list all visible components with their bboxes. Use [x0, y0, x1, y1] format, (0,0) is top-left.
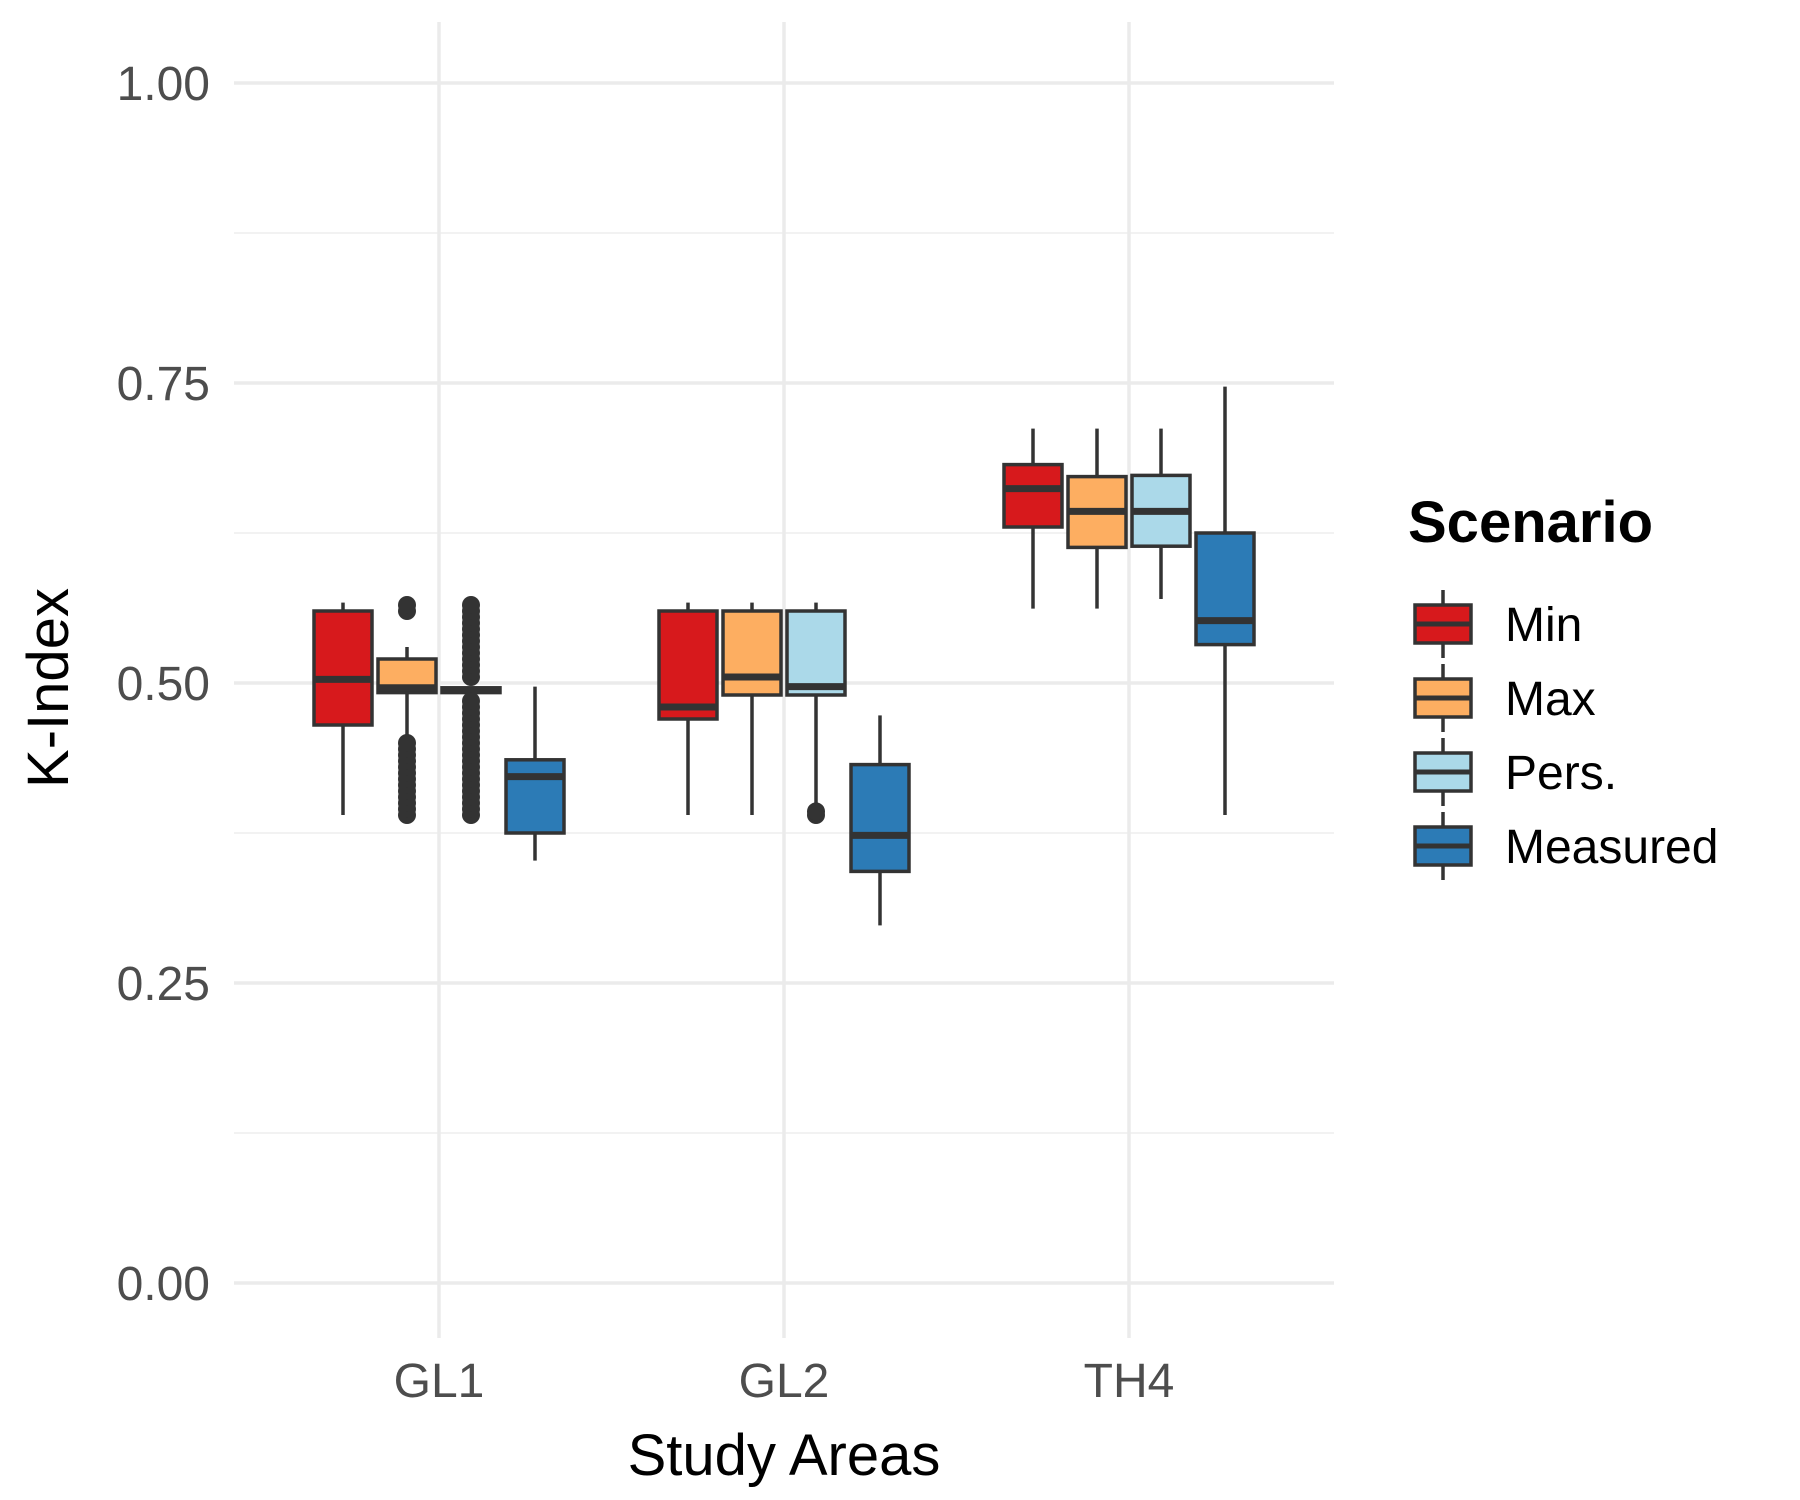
iqr-box	[657, 609, 719, 721]
iqr-box	[504, 758, 566, 835]
x-tick-label: GL1	[394, 1355, 485, 1408]
y-axis-ticks: 0.00 0.25 0.50 0.75 1.00	[117, 58, 210, 1311]
legend-title: Scenario	[1408, 490, 1653, 555]
y-axis-title: K-Index	[16, 588, 81, 788]
y-tick-label: 0.75	[117, 358, 210, 411]
outlier-point	[398, 596, 416, 614]
x-axis-title: Study Areas	[628, 1423, 941, 1488]
box-min-gl1	[312, 602, 374, 815]
y-tick-label: 0.50	[117, 658, 210, 711]
iqr-box	[1194, 531, 1256, 647]
x-tick-label: TH4	[1084, 1355, 1175, 1408]
box-max-gl1	[376, 596, 438, 824]
legend-item: Pers.	[1413, 738, 1617, 806]
legend-label: Max	[1505, 673, 1596, 726]
y-tick-label: 1.00	[117, 58, 210, 111]
outlier-point	[807, 802, 825, 821]
legend-label: Pers.	[1505, 747, 1617, 800]
x-axis-ticks: GL1 GL2 TH4	[394, 1355, 1175, 1408]
outlier-point	[398, 734, 416, 752]
box-min-th4	[1002, 428, 1064, 609]
outlier-point	[462, 692, 480, 710]
box-pers-gl2	[785, 602, 847, 824]
box-min-gl2	[657, 602, 719, 815]
box-measured-gl2	[849, 715, 911, 926]
outlier-point	[462, 596, 480, 614]
iqr-box	[312, 609, 374, 727]
legend: Scenario Min Max Pers. Measured	[1408, 490, 1718, 880]
box-max-gl2	[721, 602, 783, 815]
y-tick-label: 0.25	[117, 958, 210, 1011]
box-measured-th4	[1194, 386, 1256, 815]
legend-label: Min	[1505, 599, 1582, 652]
box-pers-gl1	[440, 596, 502, 824]
box-measured-gl1	[504, 686, 566, 861]
grid-lines	[234, 22, 1334, 1338]
legend-item: Measured	[1413, 812, 1718, 880]
legend-item: Max	[1413, 664, 1596, 732]
iqr-box	[721, 609, 783, 697]
x-tick-label: GL2	[739, 1355, 830, 1408]
legend-item: Min	[1413, 590, 1582, 658]
iqr-box	[849, 762, 911, 874]
iqr-box	[1002, 462, 1064, 529]
box-pers-th4	[1130, 428, 1192, 599]
y-tick-label: 0.00	[117, 1258, 210, 1311]
box-max-th4	[1066, 428, 1128, 609]
legend-label: Measured	[1505, 821, 1718, 874]
box-plots	[312, 386, 1256, 926]
iqr-box	[785, 609, 847, 697]
